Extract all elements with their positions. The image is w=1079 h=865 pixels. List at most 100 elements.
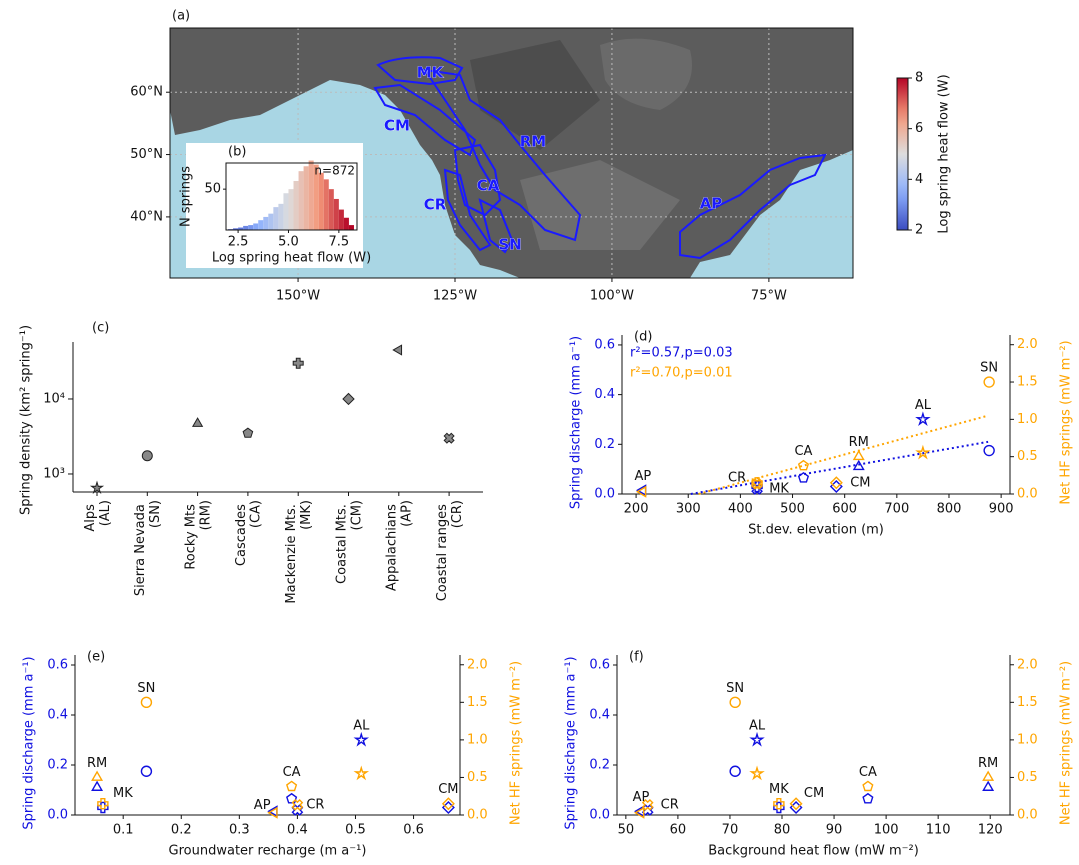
x-tick-label: 900 <box>989 502 1014 517</box>
bar <box>344 218 349 230</box>
y-tick-label: 0.4 <box>47 708 68 723</box>
marker <box>443 802 454 813</box>
point-label: MK <box>113 786 133 801</box>
region-label: CR <box>424 196 447 214</box>
marker <box>730 766 740 776</box>
y2-tick-label: 0.0 <box>1017 487 1038 502</box>
panel-label: (c) <box>92 321 109 336</box>
x-tick-label: Appalachians (AP) <box>384 500 414 591</box>
marker <box>984 377 994 387</box>
y-tick-label: 10³ <box>43 466 65 481</box>
point-label: SN <box>137 681 155 696</box>
region-label: AP <box>700 195 723 213</box>
marker <box>752 479 762 489</box>
bar <box>283 193 288 230</box>
x-tick-label: 90 <box>826 823 843 838</box>
y-axis-label: Spring discharge (mm a⁻¹) <box>569 336 584 509</box>
y-tick-label: 50°N <box>130 147 163 162</box>
marker <box>791 802 802 813</box>
y2-tick-label: 1.5 <box>467 695 488 710</box>
bar <box>263 217 268 230</box>
marker <box>831 477 842 488</box>
bar <box>243 226 248 230</box>
y-tick-label: 0.2 <box>47 758 68 773</box>
point-label: AP <box>634 469 651 484</box>
bar <box>334 199 339 230</box>
y-tick-label: 0.2 <box>594 437 615 452</box>
marker <box>983 772 993 780</box>
region-label: SN <box>498 236 521 254</box>
marker <box>863 794 873 803</box>
bar <box>304 166 309 230</box>
y-tick-label: 10⁴ <box>43 391 65 406</box>
bar <box>278 204 283 230</box>
figure: MK CM RM CA CR SN AP 150°W125°W100°W75°W… <box>0 0 1079 865</box>
marker <box>141 697 151 707</box>
y2-tick-label: 0.5 <box>467 770 488 785</box>
y-tick-label: 50 <box>204 182 221 197</box>
y2-tick-label: 1.0 <box>1017 732 1038 747</box>
x-tick-label: Alps (AL) <box>82 500 112 532</box>
x-tick-label: 0.2 <box>171 823 192 838</box>
colorbar-tick-label: 4 <box>915 172 923 187</box>
x-tick-label: 600 <box>832 502 857 517</box>
x-axis-label: Log spring heat flow (W) <box>212 251 371 266</box>
y-axis-label: Spring discharge (mm a⁻¹) <box>564 656 579 829</box>
marker <box>983 782 993 790</box>
marker <box>287 781 297 790</box>
point-label: SN <box>980 361 998 376</box>
y-tick-label: 0.4 <box>594 387 615 402</box>
x-tick-label: 500 <box>780 502 805 517</box>
marker <box>356 734 367 744</box>
y2-tick-label: 1.0 <box>467 732 488 747</box>
y2-tick-label: 0.0 <box>1017 808 1038 823</box>
x-axis-label: Groundwater recharge (m a⁻¹) <box>169 844 367 859</box>
bar <box>324 179 329 230</box>
point-label: SN <box>726 681 744 696</box>
y-tick-label: 60°N <box>130 85 163 100</box>
point-label: AL <box>915 398 932 413</box>
x-tick-label: Coastal ranges (CR) <box>434 500 464 601</box>
y-axis-label: Spring discharge (mm a⁻¹) <box>22 656 37 829</box>
fit-line <box>691 442 988 494</box>
y-axis-label: Spring density (km² spring⁻¹) <box>19 325 34 515</box>
bar <box>319 173 324 230</box>
point-label: CA <box>794 444 812 459</box>
marker <box>791 798 802 809</box>
point-label: AL <box>353 719 370 734</box>
x-tick-label: 300 <box>676 502 701 517</box>
x-tick-label: 80 <box>774 823 791 838</box>
x-tick-label: 120 <box>978 823 1003 838</box>
marker <box>98 803 108 813</box>
y2-axis-label: Net HF springs (mW m⁻²) <box>1059 340 1074 504</box>
marker <box>444 433 454 443</box>
bar <box>268 214 273 230</box>
region-label: MK <box>417 64 445 82</box>
y2-axis-label: Net HF springs (mW m⁻²) <box>509 661 524 825</box>
colorbar-tick-label: 6 <box>915 121 923 136</box>
point-label: CM <box>850 475 870 490</box>
point-label: CM <box>438 782 458 797</box>
x-tick-label: 0.3 <box>229 823 250 838</box>
colorbar-tick-label: 8 <box>915 71 923 86</box>
bar <box>349 225 354 230</box>
region-label: CM <box>384 117 410 135</box>
point-label: CA <box>859 765 877 780</box>
marker <box>141 766 151 776</box>
colorbar-tick-label: 2 <box>915 223 923 238</box>
point-label: CM <box>804 786 824 801</box>
region-label: CA <box>477 177 500 195</box>
annotation: r²=0.70,p=0.01 <box>630 366 733 381</box>
y-tick-label: 0.2 <box>589 758 610 773</box>
x-tick-label: 50 <box>618 823 635 838</box>
y2-tick-label: 0.5 <box>1017 449 1038 464</box>
panel-label: (a) <box>172 9 190 24</box>
y-tick-label: 0.6 <box>594 337 615 352</box>
marker <box>92 782 102 790</box>
marker <box>863 781 873 790</box>
marker <box>984 446 994 456</box>
point-label: CR <box>306 797 324 812</box>
marker <box>356 768 367 778</box>
bar <box>258 220 263 230</box>
y2-tick-label: 1.0 <box>1017 412 1038 427</box>
